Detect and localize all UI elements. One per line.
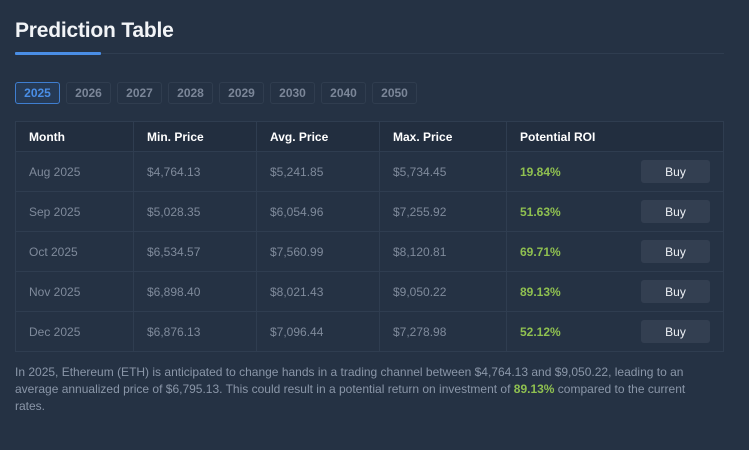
- page-title: Prediction Table: [15, 19, 174, 42]
- cell-avg-price: $7,096.44: [256, 311, 380, 352]
- cell-avg-price: $5,241.85: [256, 151, 380, 192]
- roi-value: 69.71%: [520, 244, 561, 259]
- cell-min-price: $5,028.35: [133, 191, 257, 232]
- table-row: Sep 2025 $5,028.35 $6,054.96 $7,255.92 5…: [15, 191, 724, 232]
- cell-min-price: $6,534.57: [133, 231, 257, 272]
- roi-value: 51.63%: [520, 204, 561, 219]
- table-row: Nov 2025 $6,898.40 $8,021.43 $9,050.22 8…: [15, 271, 724, 312]
- cell-max-price: $7,278.98: [379, 311, 507, 352]
- cell-roi: 69.71% Buy: [506, 231, 724, 272]
- roi-value: 19.84%: [520, 164, 561, 179]
- cell-month: Oct 2025: [15, 231, 134, 272]
- buy-button[interactable]: Buy: [641, 240, 710, 263]
- cell-min-price: $4,764.13: [133, 151, 257, 192]
- column-header-min-price: Min. Price: [133, 121, 257, 152]
- tab-year-2027[interactable]: 2027: [117, 82, 162, 104]
- summary-roi-highlight: 89.13%: [513, 382, 555, 396]
- tab-year-2026[interactable]: 2026: [66, 82, 111, 104]
- table-row: Dec 2025 $6,876.13 $7,096.44 $7,278.98 5…: [15, 311, 724, 352]
- table-row: Oct 2025 $6,534.57 $7,560.99 $8,120.81 6…: [15, 231, 724, 272]
- title-underline-accent: [15, 52, 101, 55]
- cell-roi: 51.63% Buy: [506, 191, 724, 232]
- tab-year-2050[interactable]: 2050: [372, 82, 417, 104]
- buy-button[interactable]: Buy: [641, 200, 710, 223]
- cell-avg-price: $6,054.96: [256, 191, 380, 232]
- summary-text: In 2025, Ethereum (ETH) is anticipated t…: [15, 365, 684, 396]
- column-header-max-price: Max. Price: [379, 121, 507, 152]
- roi-value: 89.13%: [520, 284, 561, 299]
- prediction-table: Month Min. Price Avg. Price Max. Price P…: [15, 121, 724, 352]
- table-row: Aug 2025 $4,764.13 $5,241.85 $5,734.45 1…: [15, 151, 724, 192]
- column-header-avg-price: Avg. Price: [256, 121, 380, 152]
- cell-month: Nov 2025: [15, 271, 134, 312]
- column-header-potential-roi: Potential ROI: [506, 121, 724, 152]
- year-tabs: 2025 2026 2027 2028 2029 2030 2040 2050: [15, 82, 417, 104]
- tab-year-2040[interactable]: 2040: [321, 82, 366, 104]
- cell-roi: 89.13% Buy: [506, 271, 724, 312]
- cell-roi: 52.12% Buy: [506, 311, 724, 352]
- title-divider: [15, 53, 724, 54]
- tab-year-2030[interactable]: 2030: [270, 82, 315, 104]
- cell-month: Sep 2025: [15, 191, 134, 232]
- cell-max-price: $5,734.45: [379, 151, 507, 192]
- cell-month: Aug 2025: [15, 151, 134, 192]
- cell-roi: 19.84% Buy: [506, 151, 724, 192]
- tab-year-2028[interactable]: 2028: [168, 82, 213, 104]
- buy-button[interactable]: Buy: [641, 160, 710, 183]
- tab-year-2029[interactable]: 2029: [219, 82, 264, 104]
- cell-max-price: $9,050.22: [379, 271, 507, 312]
- buy-button[interactable]: Buy: [641, 320, 710, 343]
- cell-min-price: $6,898.40: [133, 271, 257, 312]
- cell-min-price: $6,876.13: [133, 311, 257, 352]
- roi-value: 52.12%: [520, 324, 561, 339]
- cell-avg-price: $8,021.43: [256, 271, 380, 312]
- summary-paragraph: In 2025, Ethereum (ETH) is anticipated t…: [15, 364, 715, 415]
- cell-month: Dec 2025: [15, 311, 134, 352]
- tab-year-2025[interactable]: 2025: [15, 82, 60, 104]
- cell-max-price: $7,255.92: [379, 191, 507, 232]
- buy-button[interactable]: Buy: [641, 280, 710, 303]
- table-header-row: Month Min. Price Avg. Price Max. Price P…: [15, 121, 724, 152]
- column-header-month: Month: [15, 121, 134, 152]
- cell-avg-price: $7,560.99: [256, 231, 380, 272]
- summary-text-end: compared to the current rates.: [15, 382, 686, 413]
- cell-max-price: $8,120.81: [379, 231, 507, 272]
